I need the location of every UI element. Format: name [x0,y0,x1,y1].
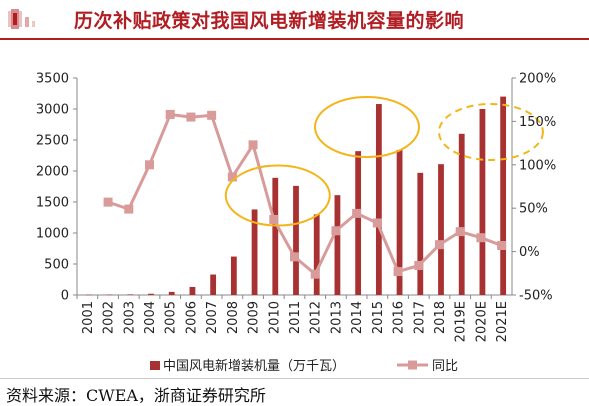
x-tick-label: 2020E [474,301,489,342]
right-tick-label: 0% [519,245,540,260]
x-tick-label: 2004 [143,301,158,334]
x-tick-label: 2021E [495,301,510,342]
line-marker [476,233,486,243]
bar [189,286,196,295]
source-note: 资料来源：CWEA，浙商证券研究所 [6,386,266,405]
line-marker [207,110,217,120]
highlight-circle-2014-2015 [314,96,420,158]
title-row: 历次补贴政策对我国风电新增装机容量的影响 [0,0,589,40]
highlight-circle-2019-2021 [437,103,544,161]
x-tick-label: 2019E [454,301,469,342]
line-marker [435,240,444,250]
bar [479,109,486,295]
right-tick-label: 150% [519,115,556,130]
x-tick-label: 2013 [329,301,344,334]
x-tick-label: 2018 [433,301,448,334]
x-tick-label: 2014 [350,301,365,334]
left-tick-label: 500 [44,258,69,273]
line-marker [165,109,175,119]
line-marker [310,269,320,279]
legend-line-label: 同比 [432,359,458,374]
source-divider [0,378,589,379]
bar [458,133,465,295]
left-tick-label: 3000 [36,103,69,118]
bar-series [85,96,507,296]
x-tick-label: 2010 [267,301,282,334]
x-tick-label: 2012 [309,301,324,334]
line-marker [248,140,258,150]
bar [375,104,382,295]
line-marker [186,112,196,122]
bar [334,195,341,295]
line-marker [414,260,424,270]
line-marker [227,172,237,182]
right-tick-label: 200% [519,72,556,87]
left-tick-label: 1500 [36,196,69,211]
line-marker [290,252,299,262]
line-marker [124,204,134,214]
x-tick-label: 2002 [102,301,117,334]
highlight-circles [224,96,544,227]
bar [210,274,217,295]
chart: 0 500 1000 1500 2000 2500 3000 3500 -50% 0% 50% 100… [36,72,556,375]
line-marker [145,160,154,170]
x-tick-label: 2003 [122,301,137,334]
x-tick-label: 2016 [392,301,407,334]
bar [355,151,362,295]
bar [438,164,444,295]
left-tick-label: 2500 [36,134,69,149]
bar [396,149,403,295]
highlight-circle-2009-2011 [224,164,331,227]
x-tick-label: 2011 [288,301,303,334]
line-marker [393,267,403,277]
x-tick-label: 2015 [371,301,386,334]
bar [85,294,92,296]
line-marker [455,227,465,237]
bar [168,291,175,295]
line-marker [331,226,341,236]
line-marker [372,218,382,228]
title-divider [0,38,589,40]
x-tick-label: 2009 [247,301,262,334]
x-tick-label: 2005 [164,301,179,334]
bar [230,256,237,295]
axis-labels: 0 500 1000 1500 2000 2500 3000 3500 -50% 0% 50% 100… [36,72,556,343]
left-tick-label: 2000 [36,165,69,180]
bar [313,214,320,295]
bar [106,294,113,296]
left-tick-label: 3500 [36,72,69,87]
bar [127,294,134,295]
legend-line-marker [408,360,417,370]
left-tick-label: 1000 [36,227,69,242]
bar [251,209,258,295]
right-tick-label: 50% [519,202,548,217]
left-tick-label: 0 [61,289,69,304]
logo-icon [8,9,35,29]
line-series [103,109,507,279]
line-marker [352,208,362,218]
page-title: 历次补贴政策对我国风电新增装机容量的影响 [74,10,465,32]
line-marker [103,197,113,207]
right-tick-label: 100% [519,158,556,173]
line-marker [497,241,507,251]
x-tick-label: 2008 [226,301,241,334]
legend: 中国风电新增装机量（万千瓦） 同比 [150,358,458,374]
x-tick-label: 2017 [412,301,427,334]
x-tick-label: 2007 [205,301,220,334]
right-tick-label: -50% [519,289,553,304]
bar [293,185,299,295]
x-tick-label: 2006 [184,301,199,334]
legend-bar-swatch [150,361,160,370]
legend-bar-label: 中国风电新增装机量（万千瓦） [163,358,345,374]
bar [272,177,279,295]
line-marker [269,214,279,224]
bar [148,293,154,295]
x-tick-label: 2001 [81,301,96,334]
bar [417,172,424,295]
bar [500,96,507,295]
